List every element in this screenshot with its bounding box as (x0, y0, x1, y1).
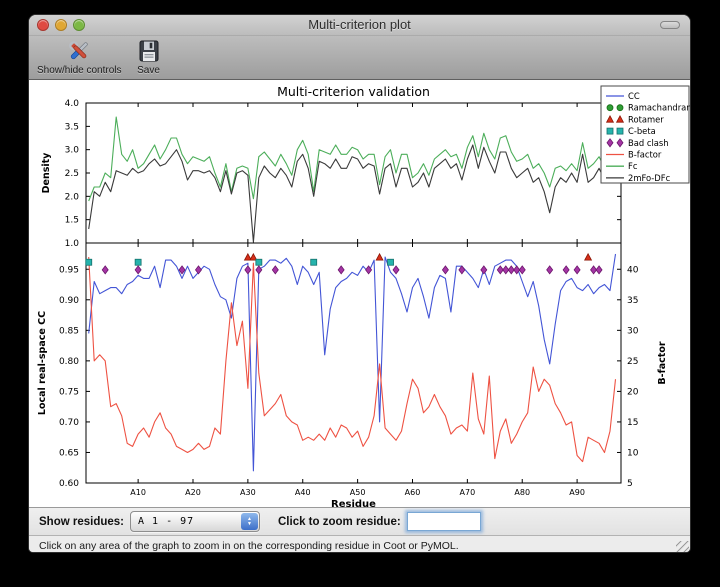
svg-text:15: 15 (627, 418, 638, 428)
svg-text:A90: A90 (569, 488, 585, 497)
zoom-button[interactable] (73, 19, 85, 31)
minimize-button[interactable] (55, 19, 67, 31)
svg-text:0.95: 0.95 (59, 265, 79, 275)
svg-text:2.0: 2.0 (65, 192, 80, 202)
svg-text:35: 35 (627, 296, 638, 306)
svg-text:0.75: 0.75 (59, 387, 79, 397)
series-2mFo-DFc (88, 144, 617, 243)
show-hide-controls-label: Show/hide controls (37, 65, 122, 76)
multi-criterion-chart[interactable]: 1.0 1.5 2.0 2.5 3.0 3.5 4.0 Density 0.60 0.65 0.70… (29, 80, 691, 510)
svg-text:Rotamer: Rotamer (628, 114, 664, 124)
svg-text:CC: CC (628, 91, 640, 101)
bottom-plot: 0.60 0.65 0.70 0.75 0.80 0.85 0.90 0.95 5 10 15 20 2… (37, 242, 668, 510)
svg-text:C-beta: C-beta (628, 126, 656, 136)
close-button[interactable] (37, 19, 49, 31)
controls-bar: Show residues: A 1 - 97 ▲ ▼ Click to zoom… (29, 507, 690, 535)
svg-text:Bad clash: Bad clash (628, 138, 669, 148)
tools-icon (66, 38, 92, 64)
resize-grip-icon[interactable] (676, 541, 689, 552)
chart-title: Multi-criterion validation (277, 84, 430, 99)
svg-text:A10: A10 (130, 488, 146, 497)
svg-text:A70: A70 (460, 488, 476, 497)
svg-text:5: 5 (627, 479, 633, 489)
svg-text:10: 10 (627, 448, 639, 458)
series-B-factor (88, 256, 617, 463)
show-residues-label: Show residues: (39, 515, 124, 528)
svg-text:25: 25 (627, 357, 638, 367)
svg-text:1.0: 1.0 (65, 239, 80, 249)
svg-text:A20: A20 (185, 488, 201, 497)
figure-canvas: 1.0 1.5 2.0 2.5 3.0 3.5 4.0 Density 0.60 0.65 0.70… (29, 80, 691, 510)
svg-text:3.5: 3.5 (65, 122, 79, 132)
series-CC (88, 253, 617, 472)
svg-text:2.5: 2.5 (65, 169, 79, 179)
svg-text:4.0: 4.0 (65, 99, 80, 109)
svg-text:20: 20 (627, 387, 639, 397)
svg-text:Density: Density (41, 152, 52, 194)
svg-text:A50: A50 (350, 488, 366, 497)
svg-text:40: 40 (627, 265, 639, 275)
svg-text:2mFo-DFc: 2mFo-DFc (628, 173, 671, 183)
multi-criterion-plot-window: Multi-criterion plot Show/hide controls (28, 14, 691, 553)
svg-text:3.0: 3.0 (65, 146, 80, 156)
window-title: Multi-criterion plot (308, 17, 411, 32)
save-button[interactable]: Save (136, 38, 162, 76)
svg-text:0.80: 0.80 (59, 357, 79, 367)
show-hide-controls-button[interactable]: Show/hide controls (37, 38, 122, 76)
save-label: Save (137, 65, 160, 76)
show-residues-select[interactable]: A 1 - 97 ▲ ▼ (130, 511, 260, 532)
svg-text:A30: A30 (240, 488, 256, 497)
svg-text:30: 30 (627, 326, 639, 336)
svg-text:A80: A80 (514, 488, 530, 497)
svg-text:Local real-space CC: Local real-space CC (37, 311, 48, 415)
status-bar: Click on any area of the graph to zoom i… (29, 535, 690, 552)
svg-text:B-factor: B-factor (657, 341, 668, 384)
status-text: Click on any area of the graph to zoom i… (39, 539, 459, 552)
zoom-residue-input[interactable] (406, 512, 481, 531)
svg-text:0.85: 0.85 (59, 326, 79, 336)
svg-text:A40: A40 (295, 488, 311, 497)
series-Fc (88, 116, 617, 202)
svg-text:0.60: 0.60 (59, 479, 79, 489)
stepper-icon: ▲ ▼ (241, 513, 258, 530)
toolbar: Show/hide controls Save (29, 36, 690, 80)
svg-text:0.65: 0.65 (59, 448, 79, 458)
svg-text:Fc: Fc (628, 161, 638, 171)
show-residues-value: A 1 - 97 (138, 516, 195, 527)
outlier-markers (85, 252, 603, 275)
svg-text:1.5: 1.5 (65, 216, 79, 226)
title-bar[interactable]: Multi-criterion plot (29, 15, 690, 36)
svg-text:B-factor: B-factor (628, 150, 662, 160)
x-axis-label: Residue (331, 499, 376, 507)
toolbar-toggle-icon[interactable] (660, 21, 680, 29)
top-plot: 1.0 1.5 2.0 2.5 3.0 3.5 4.0 Density (41, 99, 622, 249)
svg-text:Ramachandran: Ramachandran (628, 103, 691, 113)
save-icon (136, 38, 162, 64)
svg-text:0.90: 0.90 (59, 296, 79, 306)
zoom-residue-label: Click to zoom residue: (278, 515, 401, 528)
svg-text:0.70: 0.70 (59, 418, 79, 428)
svg-text:A60: A60 (405, 488, 421, 497)
